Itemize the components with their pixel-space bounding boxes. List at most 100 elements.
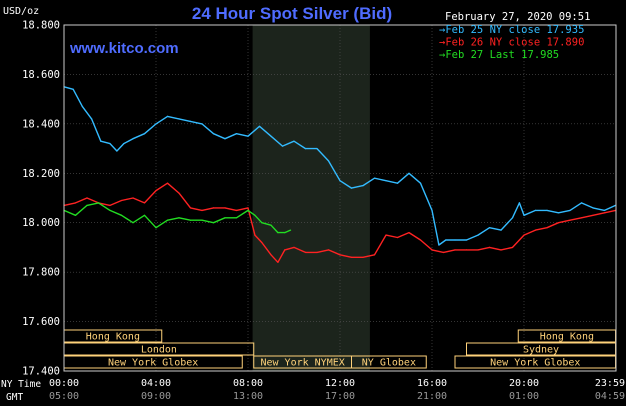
series-point bbox=[316, 251, 318, 253]
series-point bbox=[132, 138, 134, 140]
series-point bbox=[201, 219, 203, 221]
timestamp: February 27, 2020 09:51 bbox=[445, 11, 590, 23]
nymex-session-shade bbox=[252, 25, 370, 371]
series-point bbox=[289, 229, 292, 231]
legend-entry: →Feb 25 NY close 17.935 bbox=[439, 24, 584, 36]
series-point bbox=[534, 229, 537, 231]
series-point bbox=[155, 190, 157, 192]
y-tick-label: 18.600 bbox=[22, 69, 60, 81]
ny-time-tick-label: 08:00 bbox=[233, 378, 263, 389]
series-point bbox=[155, 123, 157, 125]
series-lines bbox=[63, 86, 617, 263]
series-point bbox=[580, 202, 583, 204]
series-point bbox=[155, 227, 157, 229]
legend: →Feb 25 NY close 17.935→Feb 26 NY close … bbox=[439, 24, 584, 61]
series-point bbox=[431, 249, 433, 251]
series-point bbox=[201, 209, 203, 211]
x-tick-labels: 00:00 05:00 04:00 09:00 08:00 13:00 12:00 17:00… bbox=[49, 378, 625, 402]
unit-label: USD/oz bbox=[3, 6, 39, 17]
session-label: New York NYMEX bbox=[260, 358, 344, 369]
series-point bbox=[270, 254, 272, 256]
series-point bbox=[580, 217, 583, 219]
session-label: Sydney bbox=[523, 345, 559, 356]
series-point bbox=[261, 241, 263, 244]
series-point bbox=[247, 135, 249, 137]
gmt-tick-label: 17:00 bbox=[325, 391, 355, 402]
session-label: New York Globex bbox=[108, 358, 198, 369]
series-point bbox=[189, 207, 192, 209]
series-point bbox=[523, 234, 525, 236]
series-point bbox=[339, 254, 341, 256]
series-point bbox=[592, 214, 594, 216]
series-point bbox=[284, 232, 286, 234]
series-point bbox=[396, 182, 399, 184]
series-point bbox=[385, 234, 387, 236]
series-point bbox=[603, 212, 606, 214]
series-point bbox=[454, 239, 456, 241]
series-point bbox=[442, 251, 445, 253]
ny-time-tick-label: 20:00 bbox=[509, 378, 539, 389]
series-point bbox=[557, 222, 560, 224]
series-point bbox=[261, 222, 263, 224]
series-point bbox=[373, 177, 376, 179]
series-point bbox=[327, 249, 330, 251]
series-point bbox=[419, 239, 422, 241]
session-label: Hong Kong bbox=[86, 332, 140, 343]
series-point bbox=[534, 209, 537, 211]
ny-time-tick-label: 23:59 bbox=[595, 378, 625, 389]
session-label: Hong Kong bbox=[540, 332, 594, 343]
gmt-tick-label: 01:00 bbox=[509, 391, 539, 402]
series-point bbox=[132, 197, 134, 199]
series-point bbox=[100, 140, 102, 142]
series-point bbox=[408, 232, 410, 234]
series-point bbox=[438, 244, 440, 246]
series-point bbox=[143, 214, 146, 216]
series-point bbox=[91, 118, 93, 120]
gmt-tick-label: 09:00 bbox=[141, 391, 171, 402]
series-point bbox=[109, 143, 111, 145]
series-point bbox=[445, 239, 447, 241]
series-point bbox=[385, 180, 387, 182]
series-point bbox=[557, 212, 560, 214]
legend-entry: →Feb 26 NY close 17.890 bbox=[439, 37, 584, 49]
series-point bbox=[546, 209, 548, 211]
series-point bbox=[86, 197, 88, 199]
series-point bbox=[327, 160, 330, 162]
series-point bbox=[592, 207, 594, 209]
gmt-tick-label: 21:00 bbox=[417, 391, 447, 402]
series-point bbox=[603, 209, 606, 211]
series-point bbox=[81, 106, 83, 108]
series-point bbox=[284, 249, 286, 251]
series-point bbox=[454, 249, 456, 251]
series-point bbox=[523, 214, 525, 216]
series-point bbox=[373, 254, 376, 256]
legend-entry: →Feb 27 Last 17.985 bbox=[439, 49, 559, 61]
series-point bbox=[304, 251, 307, 253]
series-point bbox=[212, 207, 215, 209]
ny-time-tick-label: 04:00 bbox=[141, 378, 171, 389]
series-point bbox=[569, 219, 571, 221]
y-tick-label: 17.600 bbox=[22, 316, 60, 328]
series-point bbox=[235, 133, 238, 135]
y-tick-label: 18.000 bbox=[22, 217, 60, 229]
series-point bbox=[431, 209, 433, 211]
series-point bbox=[109, 209, 111, 211]
series-point bbox=[178, 217, 180, 219]
series-point bbox=[500, 229, 502, 231]
series-point bbox=[518, 202, 521, 204]
series-point bbox=[178, 192, 180, 194]
series-point bbox=[212, 133, 215, 135]
series-point bbox=[166, 182, 169, 184]
gmt-axis-label: GMT bbox=[6, 392, 23, 403]
series-point bbox=[270, 135, 272, 137]
series-point bbox=[143, 202, 146, 204]
series-point bbox=[201, 123, 203, 125]
series-point bbox=[189, 219, 192, 221]
ny-time-tick-label: 12:00 bbox=[325, 378, 355, 389]
gmt-tick-label: 04:59 bbox=[595, 391, 625, 402]
plot-border bbox=[63, 24, 617, 372]
series-point bbox=[465, 239, 468, 241]
series-point bbox=[277, 261, 279, 263]
series-point bbox=[488, 227, 491, 229]
